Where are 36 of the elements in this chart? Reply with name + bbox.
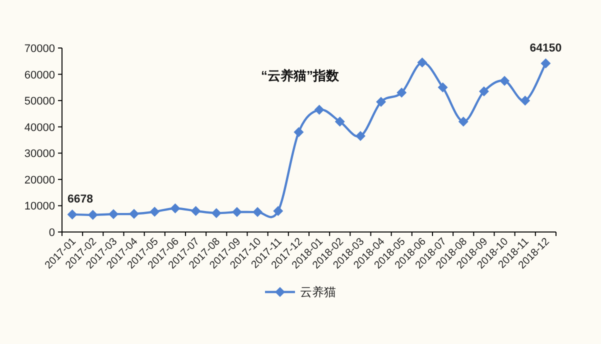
point — [150, 206, 160, 217]
point — [67, 209, 78, 220]
data-label: 6678 — [67, 193, 94, 206]
y-tick-label: 40000 — [24, 122, 55, 134]
point — [190, 206, 201, 216]
point — [170, 203, 180, 214]
point — [88, 210, 98, 220]
point — [417, 57, 428, 68]
point — [211, 208, 222, 218]
y-tick-label: 30000 — [24, 148, 55, 160]
point — [108, 209, 118, 220]
y-tick-label: 60000 — [24, 69, 55, 82]
point — [355, 131, 366, 142]
point — [520, 96, 530, 106]
point — [478, 86, 489, 96]
point — [396, 88, 407, 98]
point — [500, 76, 510, 86]
point — [376, 96, 386, 107]
data-label: 64150 — [530, 42, 562, 54]
y-tick-label: 10000 — [24, 200, 55, 213]
point — [458, 116, 468, 127]
legend-label: 云养猫 — [300, 285, 336, 299]
point — [540, 58, 551, 68]
point — [232, 207, 242, 218]
point — [314, 104, 324, 115]
y-tick-label: 70000 — [24, 43, 55, 55]
point — [294, 127, 304, 138]
y-tick-label: 20000 — [24, 174, 55, 186]
point — [273, 206, 284, 216]
point — [252, 207, 263, 218]
y-tick-label: 50000 — [24, 96, 55, 108]
point — [334, 116, 345, 127]
point — [129, 208, 140, 219]
text: “云养猫”指数 — [261, 68, 340, 83]
point — [438, 82, 448, 92]
y-tick-label: 0 — [48, 227, 55, 239]
